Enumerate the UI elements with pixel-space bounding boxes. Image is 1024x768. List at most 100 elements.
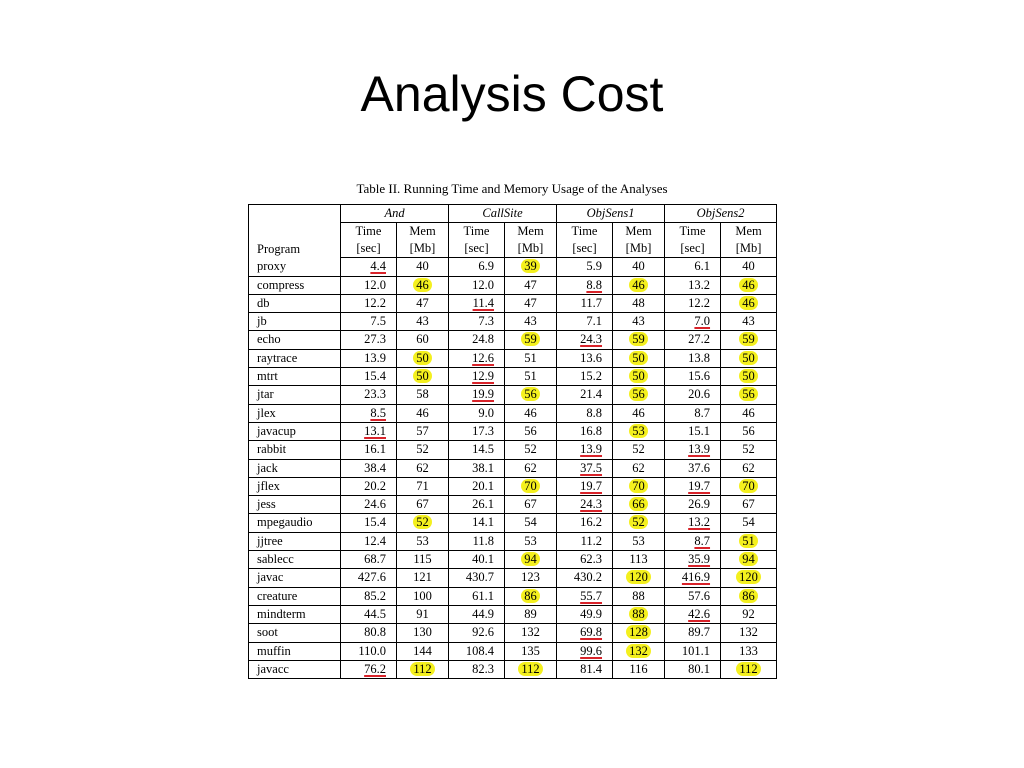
mem-cell: 100 [395, 587, 449, 606]
table-row: mindterm 44.5 91 44.9 89 49.9 88 42.6 92 [248, 605, 778, 625]
time-cell: 427.6 [340, 568, 397, 588]
underlined-value: 19.7 [688, 478, 711, 493]
cell-value: 43 [742, 314, 755, 329]
underlined-value: 416.9 [681, 570, 711, 585]
program-cell: muffin [248, 642, 341, 661]
cell-value: 61.1 [472, 588, 495, 603]
table-row: jb 7.5 43 7.3 43 7.1 43 7.0 43 [248, 312, 778, 332]
cell-value: 7.3 [478, 314, 495, 329]
cell-value: 15.2 [580, 369, 603, 384]
time-cell: 81.4 [556, 660, 613, 680]
cell-value: 58 [416, 387, 429, 402]
time-cell: 16.1 [340, 440, 397, 460]
time-cell: 80.8 [340, 623, 397, 643]
subcolumn-header-row: Time [sec] Mem [Mb] Time [sec] Mem [Mb] Time… [249, 222, 778, 259]
highlighted-value: 46 [629, 277, 648, 292]
time-cell: 11.8 [448, 532, 505, 552]
group-header-row: Program And CallSite ObjSens1 ObjSens2 [248, 203, 778, 258]
underlined-value: 69.8 [580, 625, 603, 640]
cell-value: 11.7 [580, 295, 603, 310]
time-cell: 80.1 [664, 660, 721, 680]
cell-value: 13.6 [580, 350, 603, 365]
time-cell: 49.9 [556, 605, 613, 625]
time-cell: 24.6 [340, 495, 397, 515]
cell-value: 16.8 [580, 423, 603, 438]
mem-cell: 48 [612, 294, 665, 314]
program-cell: mpegaudio [248, 513, 341, 533]
highlighted-value: 59 [739, 332, 758, 347]
cell-value: 8.8 [586, 405, 603, 420]
mem-cell: 51 [504, 367, 557, 387]
time-cell: 82.3 [448, 660, 505, 680]
cell-value: 15.4 [364, 369, 386, 384]
highlighted-value: 66 [629, 497, 648, 512]
time-cell: 4.4 [340, 257, 397, 277]
table-body: proxy 4.4 40 6.9 39 5.9 40 6.1 40 compress 12.0 46 1… [248, 257, 778, 680]
mem-cell: 52 [612, 440, 665, 460]
time-cell: 14.5 [448, 440, 505, 460]
cell-value: 14.5 [472, 442, 495, 457]
cell-value: 144 [413, 643, 432, 658]
mem-cell: 94 [504, 550, 557, 570]
cell-value: 57.6 [688, 588, 711, 603]
time-cell: 38.4 [340, 459, 397, 478]
table-row: jflex 20.2 71 20.1 70 19.7 70 19.7 70 [248, 477, 778, 497]
highlighted-value: 39 [521, 259, 540, 274]
cell-value: 27.3 [364, 332, 386, 347]
underlined-value: 7.0 [694, 314, 711, 329]
mem-cell: 43 [612, 312, 665, 332]
mem-cell: 112 [720, 660, 778, 680]
highlighted-value: 70 [739, 478, 758, 493]
underlined-value: 19.9 [472, 387, 495, 402]
mem-cell: 50 [612, 349, 665, 369]
cell-value: 46 [524, 405, 537, 420]
program-cell: mtrt [248, 367, 341, 387]
cell-value: 92 [742, 606, 755, 621]
mem-cell: 46 [720, 404, 778, 423]
underlined-value: 12.9 [472, 369, 495, 384]
time-cell: 76.2 [340, 660, 397, 680]
cell-value: 49.9 [580, 606, 603, 621]
program-cell: jack [248, 459, 341, 478]
program-cell: jtar [248, 385, 341, 405]
cell-value: 21.4 [580, 387, 603, 402]
cell-value: 60 [416, 332, 429, 347]
time-cell: 15.2 [556, 367, 613, 387]
program-cell: jb [248, 312, 341, 332]
mem-cell: 53 [612, 532, 665, 552]
underlined-value: 11.4 [472, 295, 495, 310]
program-cell: raytrace [248, 349, 341, 369]
cell-value: 12.4 [364, 533, 386, 548]
cell-value: 6.9 [478, 259, 495, 274]
cell-value: 53 [416, 533, 429, 548]
time-cell: 26.1 [448, 495, 505, 515]
time-header: Time [sec] [340, 222, 397, 259]
time-cell: 12.9 [448, 367, 505, 387]
cell-value: 47 [524, 277, 537, 292]
mem-cell: 40 [720, 257, 778, 277]
cell-value: 37.6 [688, 460, 711, 475]
mem-cell: 40 [612, 257, 665, 277]
cell-value: 101.1 [681, 643, 711, 658]
mem-cell: 88 [612, 605, 665, 625]
cell-value: 23.3 [364, 387, 386, 402]
mem-cell: 46 [395, 276, 449, 295]
mem-cell: 52 [612, 513, 665, 533]
mem-cell: 67 [504, 495, 557, 515]
mem-cell: 46 [720, 276, 778, 295]
time-cell: 13.8 [664, 349, 721, 369]
table-row: javac 427.6 121 430.7 123 430.2 120 416.9 120 [248, 568, 778, 588]
table-row: rabbit 16.1 52 14.5 52 13.9 52 13.9 52 [248, 440, 778, 460]
cell-value: 16.2 [580, 515, 603, 530]
cell-value: 20.6 [688, 387, 711, 402]
time-cell: 85.2 [340, 587, 397, 606]
program-cell: echo [248, 330, 341, 350]
table-row: javacup 13.1 57 17.3 56 16.8 53 15.1 56 [248, 422, 778, 442]
cell-value: 13.8 [688, 350, 711, 365]
time-cell: 40.1 [448, 550, 505, 570]
mem-cell: 113 [612, 550, 665, 570]
cell-value: 38.4 [364, 460, 386, 475]
mem-cell: 52 [395, 440, 449, 460]
cell-value: 7.5 [370, 314, 386, 329]
mem-cell: 86 [504, 587, 557, 606]
